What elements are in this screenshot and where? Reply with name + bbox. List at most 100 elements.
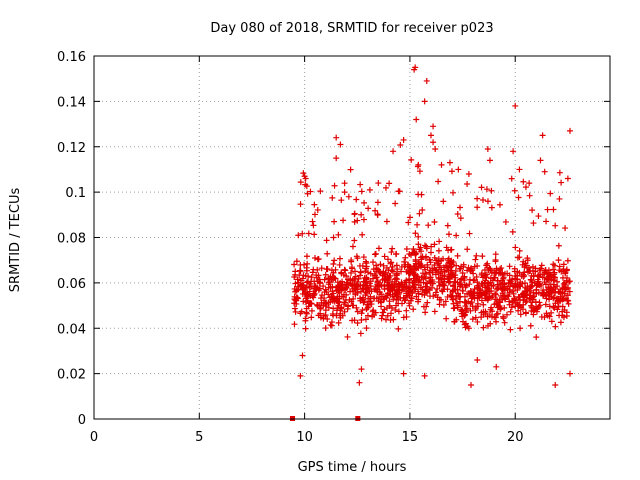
data-point-outlier [302,175,309,182]
data-point [310,222,317,229]
data-point [555,257,562,264]
data-points [289,64,573,421]
data-point [338,197,345,204]
data-point [552,289,559,296]
data-point [494,301,501,308]
data-point [408,156,415,163]
data-point [323,265,330,272]
data-point [480,301,487,308]
data-point [428,243,435,250]
data-point-outlier [510,148,517,155]
data-point [480,324,487,331]
data-point [396,286,403,293]
data-point [436,301,443,308]
y-tick-label: 0.06 [57,277,86,292]
data-point-outlier [392,200,399,207]
data-point [306,283,313,290]
data-point [517,325,524,332]
data-point [291,321,298,328]
data-point [322,325,329,332]
data-point [300,282,307,289]
data-point [421,242,428,249]
data-point [535,278,542,285]
data-point-outlier [486,157,493,164]
data-point [508,175,515,182]
data-point [532,268,539,275]
data-point [520,178,527,185]
data-point [313,274,320,281]
data-point [514,299,521,306]
data-point [408,295,415,302]
data-point [363,325,370,332]
data-point [400,294,407,301]
data-point [374,211,381,218]
data-point [515,194,522,201]
data-point [418,262,425,269]
data-point [297,310,304,317]
data-point [367,295,374,302]
data-point [336,261,343,268]
data-point [483,186,490,193]
data-point [473,252,480,259]
data-point [450,283,457,290]
data-point [401,258,408,265]
data-point [353,304,360,311]
data-point [353,196,360,203]
data-point [500,285,507,292]
data-point [413,273,420,280]
data-point [359,262,366,269]
data-point-outlier [337,141,344,148]
data-point [444,222,451,229]
data-point [392,290,399,297]
data-point [385,267,392,274]
data-point [344,333,351,340]
data-point [557,319,564,326]
data-point [401,297,408,304]
data-point [418,274,425,281]
data-point [375,282,382,289]
data-point [548,285,555,292]
data-point [506,286,513,293]
data-point [547,190,554,197]
data-point [529,207,536,214]
data-point [503,311,510,318]
data-point [492,251,499,258]
data-point [406,302,413,309]
data-point [397,142,404,149]
data-point-outlier [566,127,573,134]
data-point [369,259,376,266]
data-point-outlier [427,132,434,139]
data-point [360,299,367,306]
data-point [343,291,350,298]
data-point [388,249,395,256]
data-point [524,257,531,264]
data-point [492,256,499,263]
data-point [463,282,470,289]
data-point [349,243,356,250]
data-point [526,192,533,199]
data-point [475,292,482,299]
data-point [528,279,535,286]
data-point [405,219,412,226]
data-point [543,286,550,293]
data-point [453,232,460,239]
data-point [555,242,562,249]
data-point [496,201,503,208]
data-point [550,266,557,273]
data-point [410,245,417,252]
data-point [450,258,457,265]
data-point [302,299,309,306]
data-point [415,191,422,198]
data-point [358,211,365,218]
data-point [335,302,342,309]
data-point-outlier [541,168,548,175]
data-point [435,258,442,265]
data-point [563,309,570,316]
chart-title: Day 080 of 2018, SRMTID for receiver p02… [210,21,493,36]
data-point [308,300,315,307]
data-point [389,245,396,252]
data-point [457,204,464,211]
data-point [445,279,452,286]
data-point [329,310,336,317]
data-point [381,275,388,282]
